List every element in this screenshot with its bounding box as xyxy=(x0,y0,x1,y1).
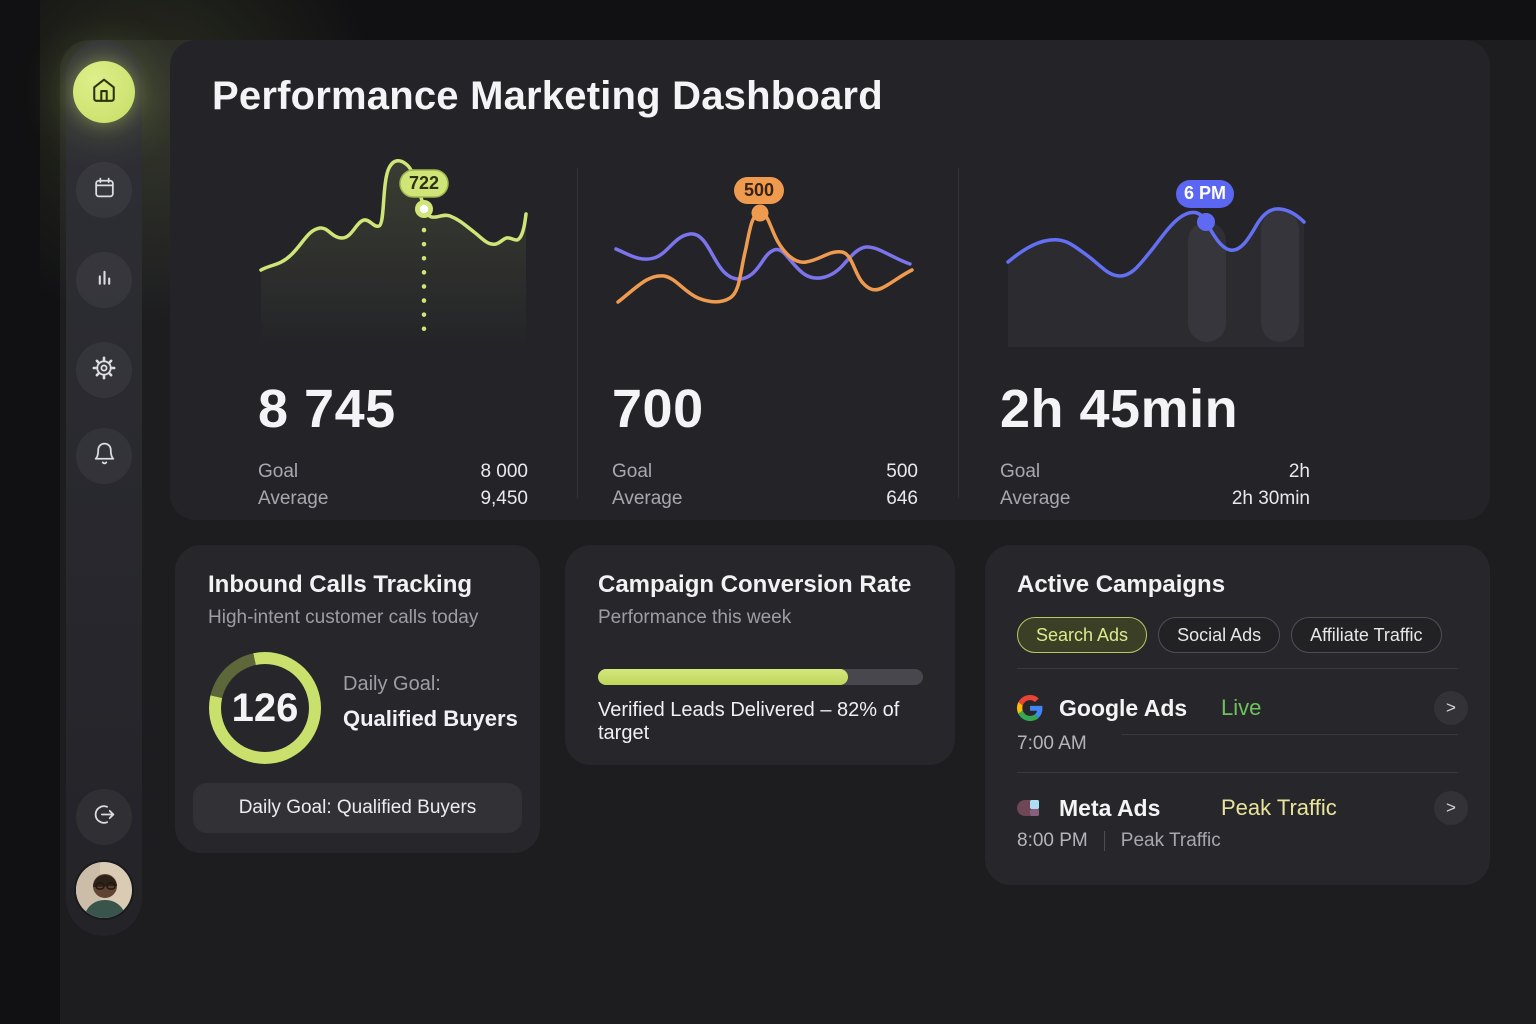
campaign-time-row: 8:00 PM Peak Traffic xyxy=(1017,830,1221,852)
active-campaigns-title: Active Campaigns xyxy=(1017,571,1226,598)
kpi-panel-conversions: 500 700 Goal 500 Average 646 xyxy=(612,152,918,512)
kpi-value-conversions: 700 xyxy=(612,379,704,439)
kpi-value-time: 2h 45min xyxy=(1000,379,1239,439)
campaign-name: Meta Ads xyxy=(1059,794,1161,821)
svg-text:6 PM: 6 PM xyxy=(1184,183,1226,203)
bar-chart-icon xyxy=(92,265,117,295)
leads-progress-fill xyxy=(598,669,849,685)
calls-count: 126 xyxy=(231,685,299,730)
campaign-status: Live xyxy=(1221,695,1262,720)
logout-icon xyxy=(92,802,117,832)
campaign-time: 7:00 AM xyxy=(1017,733,1087,754)
divider xyxy=(1017,668,1458,669)
campaign-status: Peak Traffic xyxy=(1221,795,1337,820)
gear-icon xyxy=(91,355,117,386)
kpi-panel-calls: 722 8 745 Goal 8 000 Average 9,450 xyxy=(258,152,528,512)
conversions-line-chart: 500 xyxy=(614,177,914,304)
kpi-average-row: Average 9,450 xyxy=(258,488,528,509)
time-peak-badge: 6 PM xyxy=(1176,180,1234,208)
panel-divider xyxy=(577,168,578,498)
calls-line-chart: 722 xyxy=(259,159,528,347)
time-line-chart: 6 PM xyxy=(1006,180,1306,347)
divider xyxy=(1017,772,1458,773)
panel-divider xyxy=(958,168,959,498)
conversions-peak-badge: 500 xyxy=(734,177,784,204)
sidebar-item-settings[interactable] xyxy=(76,342,132,398)
user-avatar[interactable] xyxy=(76,862,132,918)
daily-goal-button[interactable]: Daily Goal: Qualified Buyers xyxy=(193,783,522,833)
campaign-sub-label: Peak Traffic xyxy=(1120,830,1221,851)
google-logo-icon xyxy=(1017,695,1045,721)
page-title: Performance Marketing Dashboard xyxy=(212,74,883,118)
time-marker-dot xyxy=(1197,213,1215,231)
tab-search-ads[interactable]: Search Ads xyxy=(1017,617,1148,653)
tab-social-ads[interactable]: Social Ads xyxy=(1158,617,1281,653)
sidebar-item-analytics[interactable] xyxy=(76,252,132,308)
sidebar-item-notifications[interactable] xyxy=(76,428,132,484)
conversion-rate-card: Campaign Conversion Rate Performance thi… xyxy=(565,545,955,765)
bell-icon xyxy=(92,441,117,471)
kpi-value-calls: 8 745 xyxy=(258,379,396,439)
campaign-name: Google Ads xyxy=(1059,694,1188,721)
chevron-right-icon[interactable]: > xyxy=(1434,691,1468,725)
tab-affiliate-traffic[interactable]: Affiliate Traffic xyxy=(1291,617,1442,653)
leads-progress-bar xyxy=(598,669,923,685)
highlight-pill xyxy=(1188,222,1226,342)
chevron-right-icon[interactable]: > xyxy=(1434,791,1468,825)
sidebar xyxy=(66,40,142,936)
campaign-time: 8:00 PM xyxy=(1017,830,1088,851)
svg-text:722: 722 xyxy=(409,173,439,193)
campaign-row-meta-ads[interactable]: Meta Ads Peak Traffic > xyxy=(1017,788,1468,828)
active-campaigns-card: Active Campaigns Search Ads Social Ads A… xyxy=(985,545,1490,885)
highlight-pill xyxy=(1261,210,1299,342)
daily-goal-block: Daily Goal: Qualified Buyers xyxy=(343,673,518,732)
kpi-goal-row: Goal 8 000 xyxy=(258,461,528,482)
daily-goal-label: Daily Goal: xyxy=(343,673,441,695)
inbound-calls-card: Inbound Calls Tracking High-intent custo… xyxy=(175,545,540,853)
daily-goal-value: Qualified Buyers xyxy=(343,706,518,731)
svg-text:500: 500 xyxy=(744,180,774,200)
kpi-panel-time: 6 PM 2h 45min Goal 2h Average 2h 30min xyxy=(1000,152,1310,512)
calls-peak-badge: 722 xyxy=(399,169,449,198)
sidebar-item-home[interactable] xyxy=(73,61,135,123)
kpi-goal-row: Goal 2h xyxy=(1000,461,1310,482)
conversion-rate-title: Campaign Conversion Rate xyxy=(598,571,912,598)
inbound-calls-title: Inbound Calls Tracking xyxy=(208,571,473,598)
divider xyxy=(1103,831,1105,851)
sidebar-item-calendar[interactable] xyxy=(76,162,132,218)
campaign-row-google-ads[interactable]: Google Ads Live > xyxy=(1017,688,1468,728)
conversion-rate-subtitle: Performance this week xyxy=(598,607,792,628)
daily-goal-progress-ring: 126 xyxy=(209,652,321,764)
divider xyxy=(1122,734,1458,735)
kpi-overview-card: Performance Marketing Dashboard 722 8 74… xyxy=(170,40,1490,520)
inbound-calls-subtitle: High-intent customer calls today xyxy=(208,607,479,628)
home-icon xyxy=(91,77,117,108)
sidebar-item-logout[interactable] xyxy=(76,789,132,845)
calendar-icon xyxy=(92,175,117,205)
leads-progress-caption: Verified Leads Delivered – 82% of target xyxy=(598,699,900,744)
kpi-average-row: Average 2h 30min xyxy=(1000,488,1310,509)
campaign-filter-tabs: Search Ads Social Ads Affiliate Traffic xyxy=(1017,617,1442,653)
kpi-average-row: Average 646 xyxy=(612,488,918,509)
conversions-marker-dot xyxy=(751,204,769,222)
kpi-goal-row: Goal 500 xyxy=(612,461,918,482)
meta-ads-icon xyxy=(1017,797,1045,819)
